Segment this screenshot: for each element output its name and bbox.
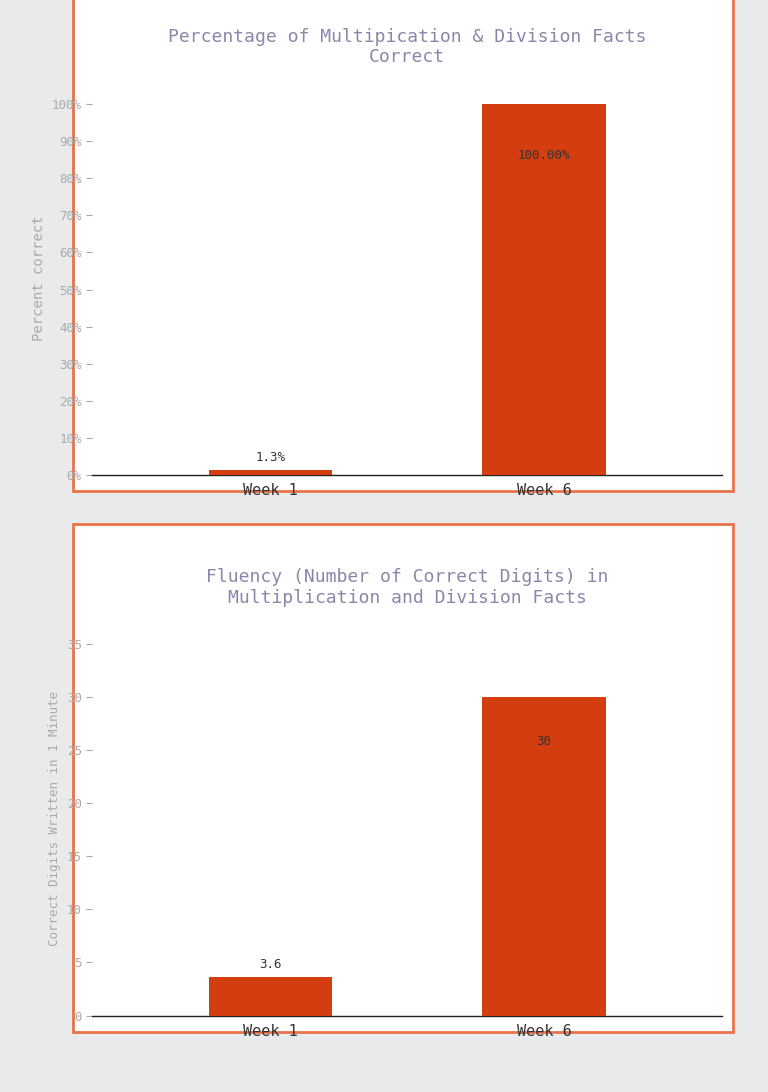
Text: 3.6: 3.6 [259, 959, 281, 972]
Bar [482, 697, 605, 1016]
Title: Percentage of Multipication & Division Facts
Correct: Percentage of Multipication & Division F… [167, 27, 647, 67]
Bar [482, 104, 605, 475]
Title: Fluency (Number of Correct Digits) in
Multiplication and Division Facts: Fluency (Number of Correct Digits) in Mu… [206, 568, 608, 607]
Text: 1.3%: 1.3% [255, 451, 285, 464]
Y-axis label: Correct Digits Written in 1 Minute: Correct Digits Written in 1 Minute [48, 691, 61, 947]
Bar [209, 471, 332, 475]
Text: 100.00%: 100.00% [518, 149, 570, 162]
Y-axis label: Percent correct: Percent correct [32, 215, 46, 342]
Bar [209, 977, 332, 1016]
Text: 30: 30 [536, 735, 551, 748]
